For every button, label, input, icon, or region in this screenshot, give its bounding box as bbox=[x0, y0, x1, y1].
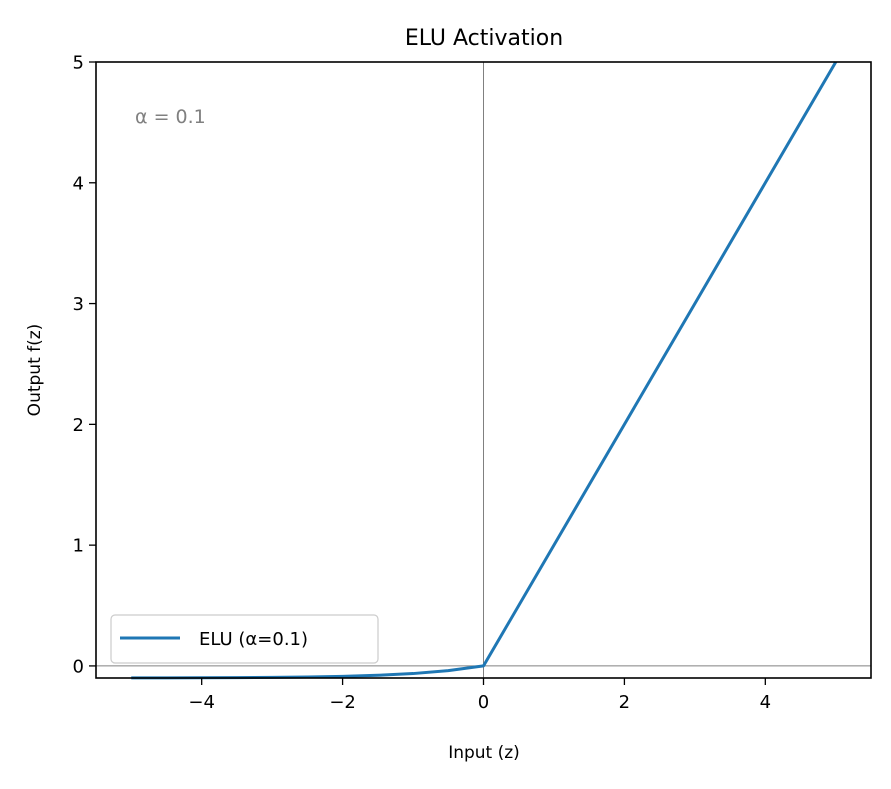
x-tick-label: 2 bbox=[619, 692, 630, 713]
x-tick-label: 0 bbox=[478, 692, 489, 713]
x-axis-label: Input (z) bbox=[448, 743, 520, 763]
y-tick-label: 3 bbox=[73, 294, 84, 315]
y-axis-label: Output f(z) bbox=[25, 324, 45, 417]
y-tick-label: 1 bbox=[73, 536, 84, 557]
alpha-annotation: α = 0.1 bbox=[135, 106, 206, 128]
legend: ELU (α=0.1) bbox=[110, 614, 379, 664]
legend-box bbox=[110, 614, 379, 664]
y-tick-label: 0 bbox=[73, 656, 84, 677]
y-tick-label: 2 bbox=[73, 415, 84, 436]
y-tick-label: 5 bbox=[73, 53, 84, 74]
legend-label: ELU (α=0.1) bbox=[199, 629, 308, 650]
x-tick-label: 4 bbox=[760, 692, 771, 713]
x-tick-label: −4 bbox=[188, 692, 215, 713]
x-tick-label: −2 bbox=[329, 692, 356, 713]
y-axis-ticks: 0 1 2 3 4 5 bbox=[73, 53, 96, 677]
x-axis-ticks: −4 −2 0 2 4 bbox=[188, 678, 771, 713]
chart-title: ELU Activation bbox=[405, 26, 563, 51]
y-tick-label: 4 bbox=[73, 173, 84, 194]
